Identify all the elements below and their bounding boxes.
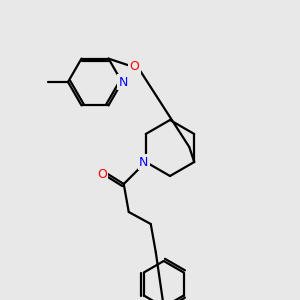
Text: N: N <box>118 76 128 88</box>
Text: O: O <box>130 60 140 73</box>
Text: O: O <box>97 167 107 181</box>
Text: N: N <box>139 155 148 169</box>
